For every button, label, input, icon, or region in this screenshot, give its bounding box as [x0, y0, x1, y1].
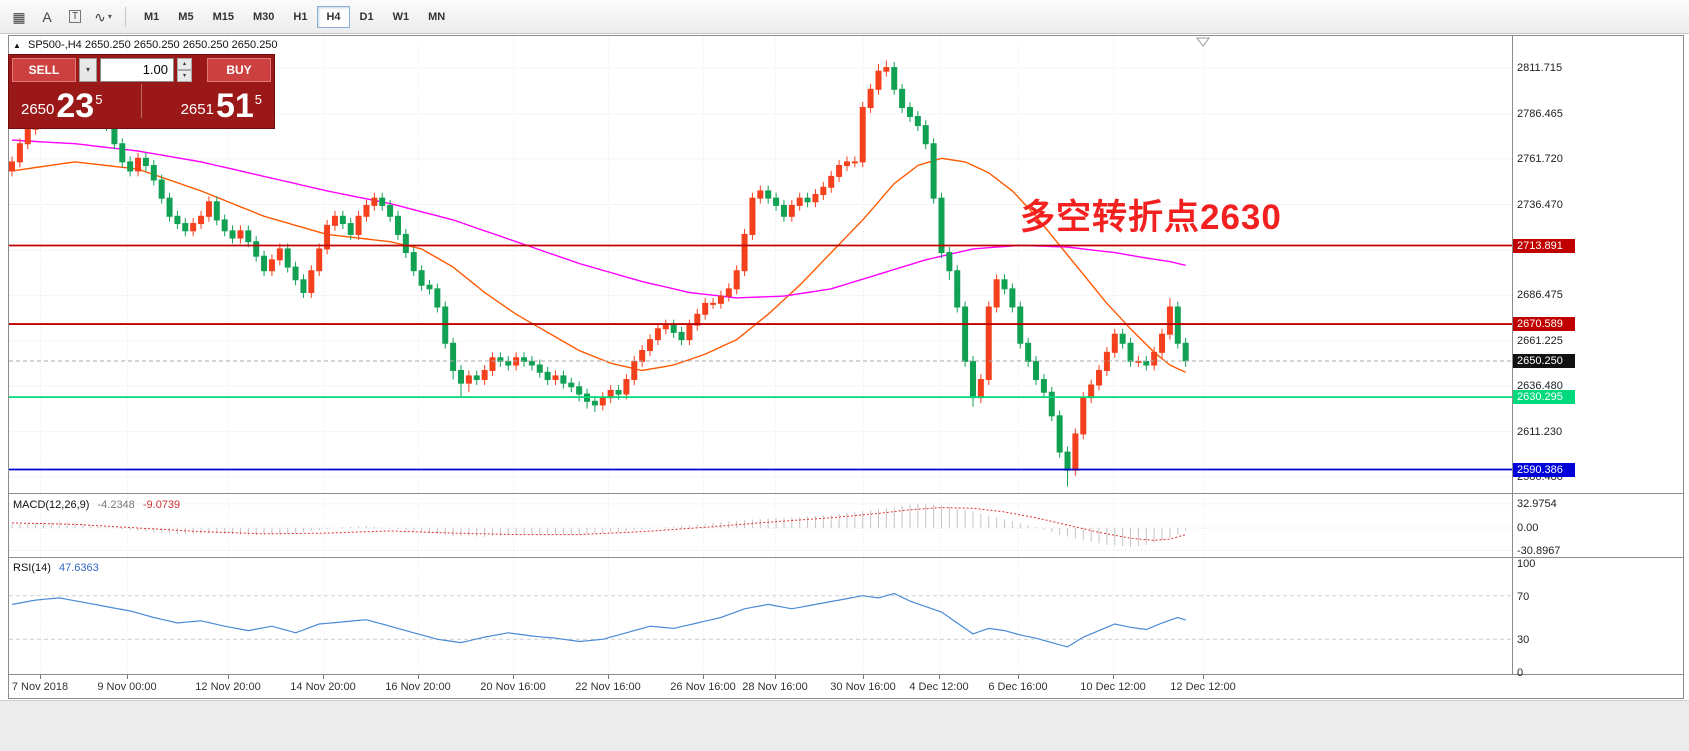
timeframe-button-group: M1 M5 M15 M30 H1 H4 D1 W1 MN	[135, 5, 454, 28]
text-tool-icon[interactable]: T	[62, 5, 88, 29]
timeframe-mn-button[interactable]: MN	[419, 6, 454, 28]
buy-button[interactable]: BUY	[207, 57, 271, 82]
timeframe-w1-button[interactable]: W1	[384, 6, 419, 28]
macd-title: MACD(12,26,9)	[13, 499, 90, 511]
timeframe-m15-button[interactable]: M15	[204, 6, 243, 28]
trade-controls-row: SELL ▾ ▴ ▾ BUY	[9, 55, 274, 83]
font-a-icon[interactable]: A	[34, 5, 60, 29]
grid-icon[interactable]: ▦	[6, 5, 32, 29]
ask-price-sup: 5	[254, 92, 262, 107]
volume-input[interactable]	[100, 57, 174, 82]
ask-price-main: 2651	[180, 101, 214, 118]
price-axis[interactable]	[1513, 36, 1683, 674]
volume-decrease-button[interactable]: ▾	[177, 69, 192, 82]
text-tool-icon-glyph: T	[68, 10, 82, 23]
status-area	[0, 700, 1689, 751]
ask-price-display: 2651 51 5	[180, 87, 262, 125]
macd-pane[interactable]	[9, 494, 1512, 557]
volume-stepper: ▴ ▾	[177, 57, 192, 82]
bid-price-sup: 5	[95, 92, 103, 107]
grid-icon-glyph: ▦	[12, 8, 26, 25]
timeframe-h4-button[interactable]: H4	[317, 5, 350, 28]
chevron-down-icon: ▾	[107, 12, 112, 21]
volume-increase-button[interactable]: ▴	[177, 57, 192, 70]
chart-style-icon-glyph: ∿	[94, 8, 106, 25]
price-divider	[141, 84, 142, 118]
macd-main-value: -4.2348	[97, 499, 135, 511]
rsi-indicator-header: RSI(14) 47.6363	[13, 562, 99, 574]
volume-dropdown-button[interactable]: ▾	[79, 57, 97, 82]
timeframe-m1-button[interactable]: M1	[135, 6, 168, 28]
rsi-title: RSI(14)	[13, 562, 51, 574]
timeframe-h1-button[interactable]: H1	[284, 6, 316, 28]
macd-signal-value: -9.0739	[142, 499, 181, 511]
time-axis[interactable]	[9, 674, 1512, 699]
toolbar-icon-group: ▦ A T ∿ ▾	[6, 5, 116, 29]
bid-price-big: 23	[56, 87, 95, 125]
ask-price-big: 51	[215, 87, 254, 125]
bid-price-display: 2650 23 5	[21, 87, 103, 125]
one-click-toggle-icon[interactable]: ▲	[13, 41, 21, 50]
bid-price-main: 2650	[21, 101, 55, 118]
toolbar-separator	[125, 6, 126, 27]
timeframe-m5-button[interactable]: M5	[169, 6, 202, 28]
toolbar: ▦ A T ∿ ▾ M1 M5 M15 M30 H1 H4 D1 W1 MN	[0, 0, 1689, 34]
timeframe-m30-button[interactable]: M30	[244, 6, 283, 28]
one-click-trading-panel: SELL ▾ ▴ ▾ BUY 2650 23 5 2651 51 5	[9, 55, 274, 128]
chevron-down-icon: ▾	[85, 65, 90, 74]
sell-button[interactable]: SELL	[12, 57, 76, 82]
rsi-pane[interactable]	[9, 558, 1512, 674]
trade-prices-row: 2650 23 5 2651 51 5	[9, 83, 274, 127]
chart-ohlc-values: 2650.250 2650.250 2650.250 2650.250	[84, 39, 278, 51]
font-a-icon-glyph: A	[42, 8, 52, 25]
rsi-value: 47.6363	[58, 562, 99, 574]
chart-annotation-text: 多空转折点2630	[1020, 198, 1282, 237]
chart-symbol-period: SP500-,H4	[27, 39, 82, 51]
macd-indicator-header: MACD(12,26,9) -4.2348 -9.0739	[13, 499, 180, 511]
chart-style-icon[interactable]: ∿ ▾	[90, 5, 116, 29]
chart-title-bar: ▲ SP500-,H4 2650.250 2650.250 2650.250 2…	[13, 39, 278, 51]
timeframe-d1-button[interactable]: D1	[351, 6, 383, 28]
